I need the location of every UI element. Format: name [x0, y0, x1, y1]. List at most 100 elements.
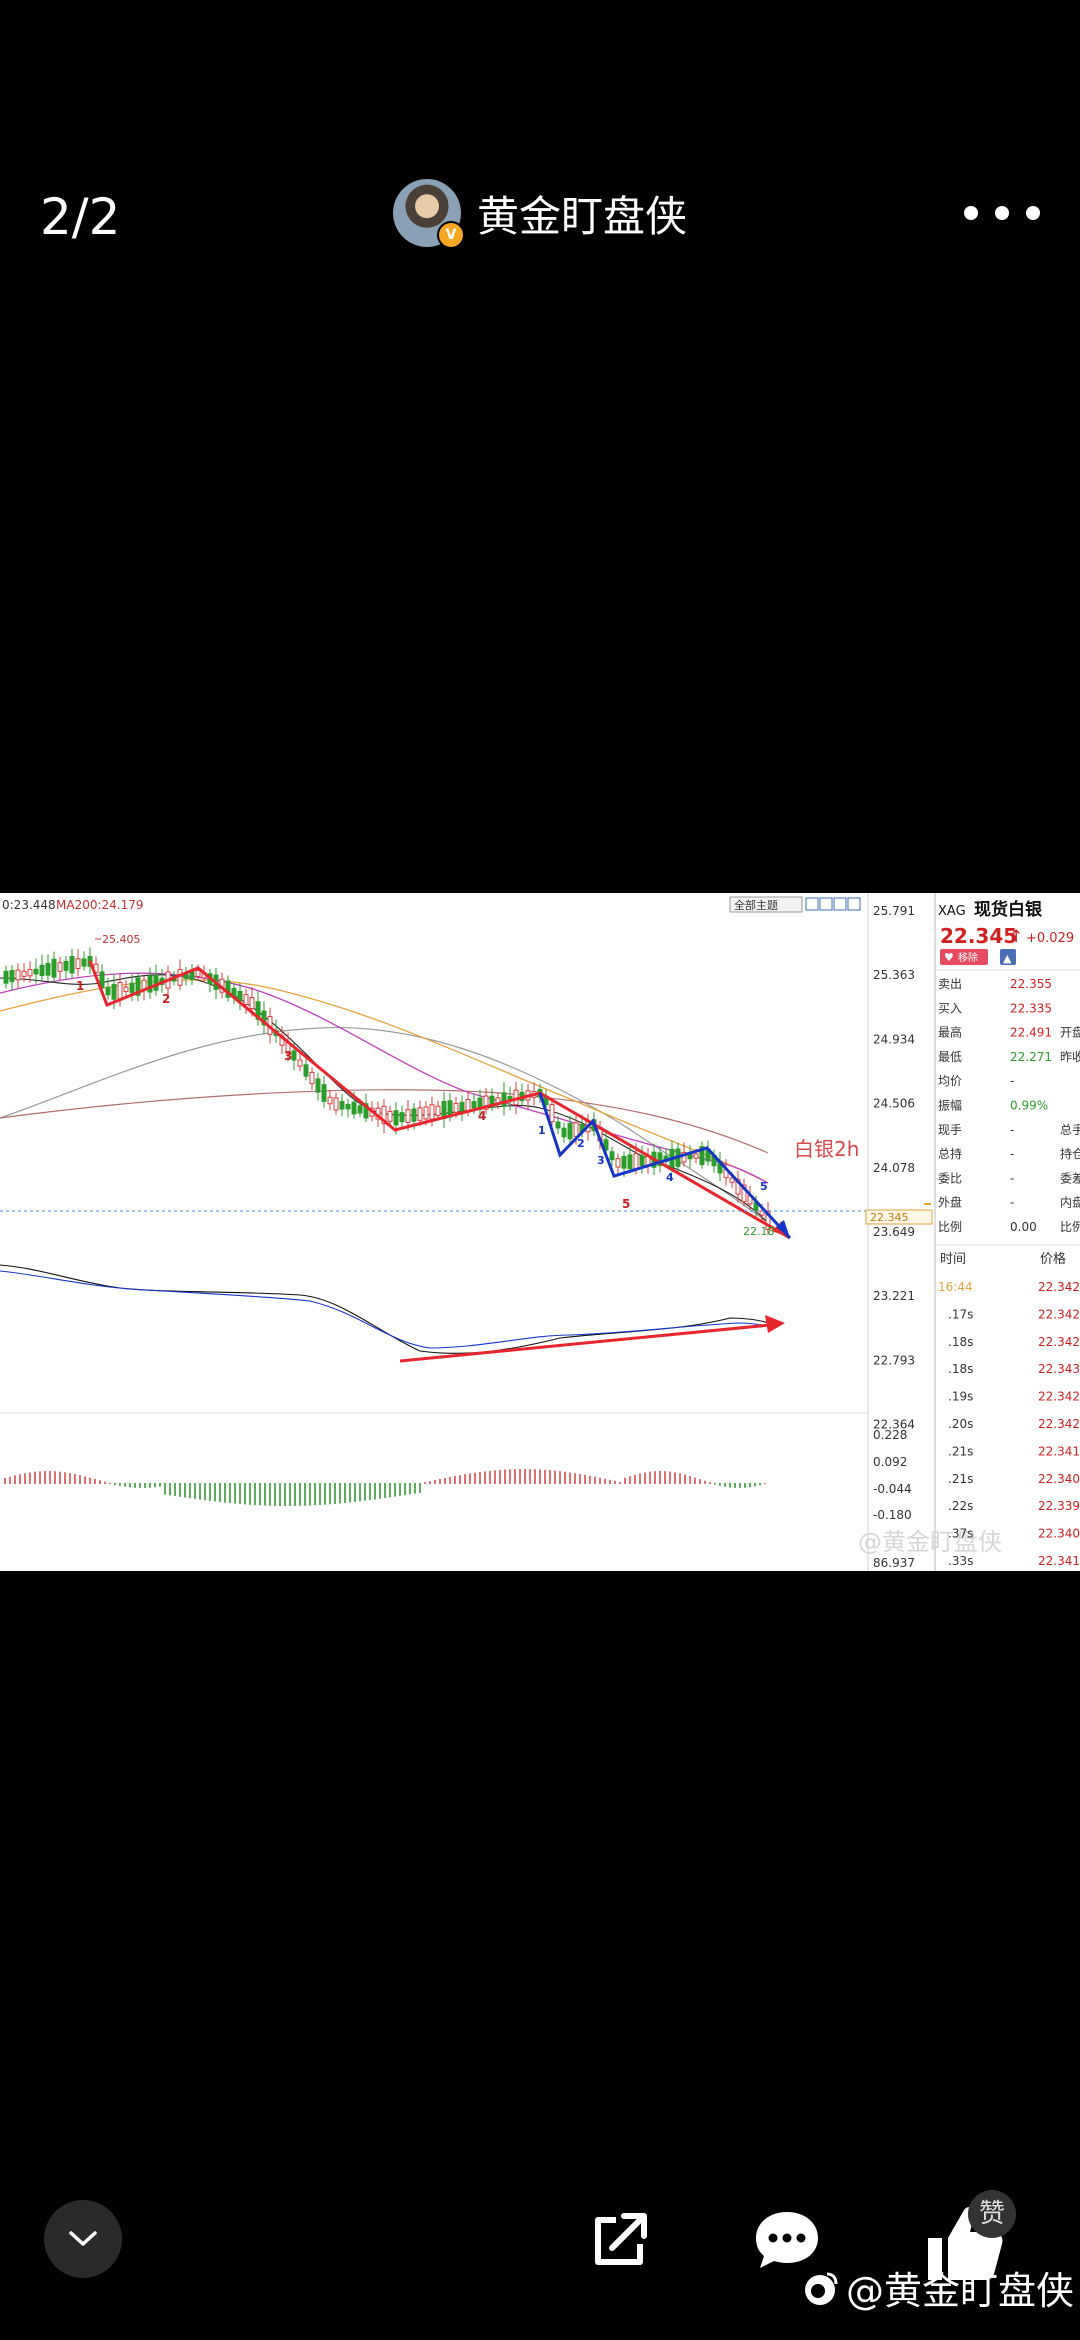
macd-bar [699, 1479, 701, 1484]
blue-wave-label-4: 4 [666, 1171, 674, 1184]
y-tick-label: 23.649 [873, 1225, 915, 1239]
red-wave-line [88, 960, 791, 1240]
candle-body [759, 1210, 765, 1216]
red-wave-label-1: 1 [76, 979, 84, 993]
macd-bar [239, 1483, 241, 1505]
quote-row-value: - [1010, 1171, 1014, 1185]
candle-body [33, 968, 39, 975]
macd-bar [644, 1472, 646, 1484]
macd-bar [289, 1483, 291, 1506]
candle-body [501, 1092, 507, 1107]
quote-row-label: 均价 [938, 1074, 962, 1088]
macd-bar [284, 1483, 286, 1506]
candle-body [363, 1103, 369, 1119]
macd-bar [399, 1483, 401, 1496]
collapse-button[interactable] [44, 2200, 122, 2278]
quote-row-label: 总持 [938, 1146, 962, 1161]
macd-bar [59, 1471, 61, 1484]
macd-bar [209, 1483, 211, 1501]
macd-bar [764, 1482, 766, 1484]
candle-body [603, 1139, 609, 1151]
macd-bar [714, 1483, 716, 1485]
macd-bar [584, 1474, 586, 1484]
macd-bar [94, 1478, 96, 1484]
macd-bar [334, 1483, 336, 1504]
candle-body [111, 984, 117, 1000]
ticks-price-header: 价格 [1040, 1251, 1066, 1267]
remove-button[interactable] [940, 949, 988, 965]
macd-bar [99, 1480, 101, 1484]
macd-bar [679, 1473, 681, 1484]
macd-bar [49, 1471, 51, 1484]
macd-bar [154, 1483, 156, 1488]
author-info[interactable]: V 黄金盯盘侠 [393, 178, 688, 249]
more-options-button[interactable] [964, 206, 1040, 226]
macd-bar [734, 1483, 736, 1488]
quote-row-value: - [1010, 1147, 1014, 1161]
candle-body [489, 1095, 495, 1108]
macd-bar [359, 1483, 361, 1502]
candle-body [765, 1211, 771, 1230]
macd-bar [219, 1483, 221, 1503]
macd-bar [279, 1483, 281, 1506]
macd-bar [109, 1482, 111, 1484]
quote-row-label: 买入 [938, 1001, 962, 1015]
macd-bar [514, 1469, 516, 1484]
macd-bar [19, 1474, 21, 1484]
like-count-badge: 赞 [968, 2190, 1016, 2238]
tick-price: 22.342 [1038, 1417, 1080, 1431]
alert-bell-button[interactable] [1000, 949, 1016, 965]
comment-button[interactable] [752, 2208, 822, 2270]
macd-bar [74, 1474, 76, 1484]
y-tick-label: 23.221 [873, 1289, 915, 1303]
macd-bar [479, 1471, 481, 1484]
red-wave-label-2: 2 [162, 992, 170, 1006]
red-wave-label-3: 3 [284, 1049, 292, 1063]
like-button[interactable] [920, 2196, 1010, 2286]
chart-watermark: @黄金盯盘侠 [858, 1528, 1002, 1556]
macd-bar [124, 1483, 126, 1487]
macd-bar [589, 1475, 591, 1484]
macd-bar [34, 1471, 36, 1484]
y-tick-label: 24.078 [873, 1161, 915, 1175]
y-tick-label: 25.791 [873, 904, 915, 918]
quote-row-value: - [1010, 1196, 1014, 1210]
bottom-watermark: @黄金盯盘侠 [800, 2260, 1074, 2315]
share-button[interactable] [588, 2210, 652, 2270]
theme-dropdown[interactable]: 全部主题 [734, 898, 778, 912]
candle-body [435, 1105, 441, 1117]
macd-bar [214, 1483, 216, 1502]
macd-bar [529, 1469, 531, 1484]
tick-time: .18s [948, 1362, 973, 1376]
high-price-label: 25.405 [102, 933, 141, 946]
macd-bar [649, 1471, 651, 1484]
candle-body [69, 956, 75, 974]
macd-bar [569, 1472, 571, 1484]
quote-row-value: - [1010, 1074, 1014, 1088]
macd-bar [594, 1476, 596, 1484]
macd-bar [174, 1483, 176, 1497]
blue-wave-label-3: 3 [597, 1154, 605, 1167]
remove-button-label[interactable]: 移除 [958, 951, 978, 964]
macd-bar [614, 1480, 616, 1484]
red-wave-label-4: 4 [478, 1109, 486, 1123]
ma200-label: MA200:24.179 [56, 898, 144, 912]
macd-bar [139, 1483, 141, 1488]
macd-bar [379, 1483, 381, 1499]
macd-bar [234, 1483, 236, 1504]
chart-toolbar-icons[interactable] [805, 897, 861, 911]
macd-bar [454, 1476, 456, 1484]
macd-bar [704, 1480, 706, 1484]
macd-bar [534, 1469, 536, 1484]
dot-icon [964, 206, 978, 220]
macd-bar [314, 1483, 316, 1506]
current-price-box: 22.345 [870, 1211, 909, 1224]
ticks-time-header: 时间 [940, 1252, 966, 1267]
macd-bar [54, 1471, 56, 1484]
author-avatar[interactable]: V [393, 179, 465, 249]
chart-image[interactable]: 0:23.448 MA200:24.179 全部主题 25.791 25.363 2… [0, 893, 1080, 1571]
author-name[interactable]: 黄金盯盘侠 [477, 191, 688, 241]
macd-bar [579, 1474, 581, 1484]
quote-symbol: XAG [938, 904, 966, 919]
blue-wave-label-5: 5 [760, 1180, 768, 1193]
